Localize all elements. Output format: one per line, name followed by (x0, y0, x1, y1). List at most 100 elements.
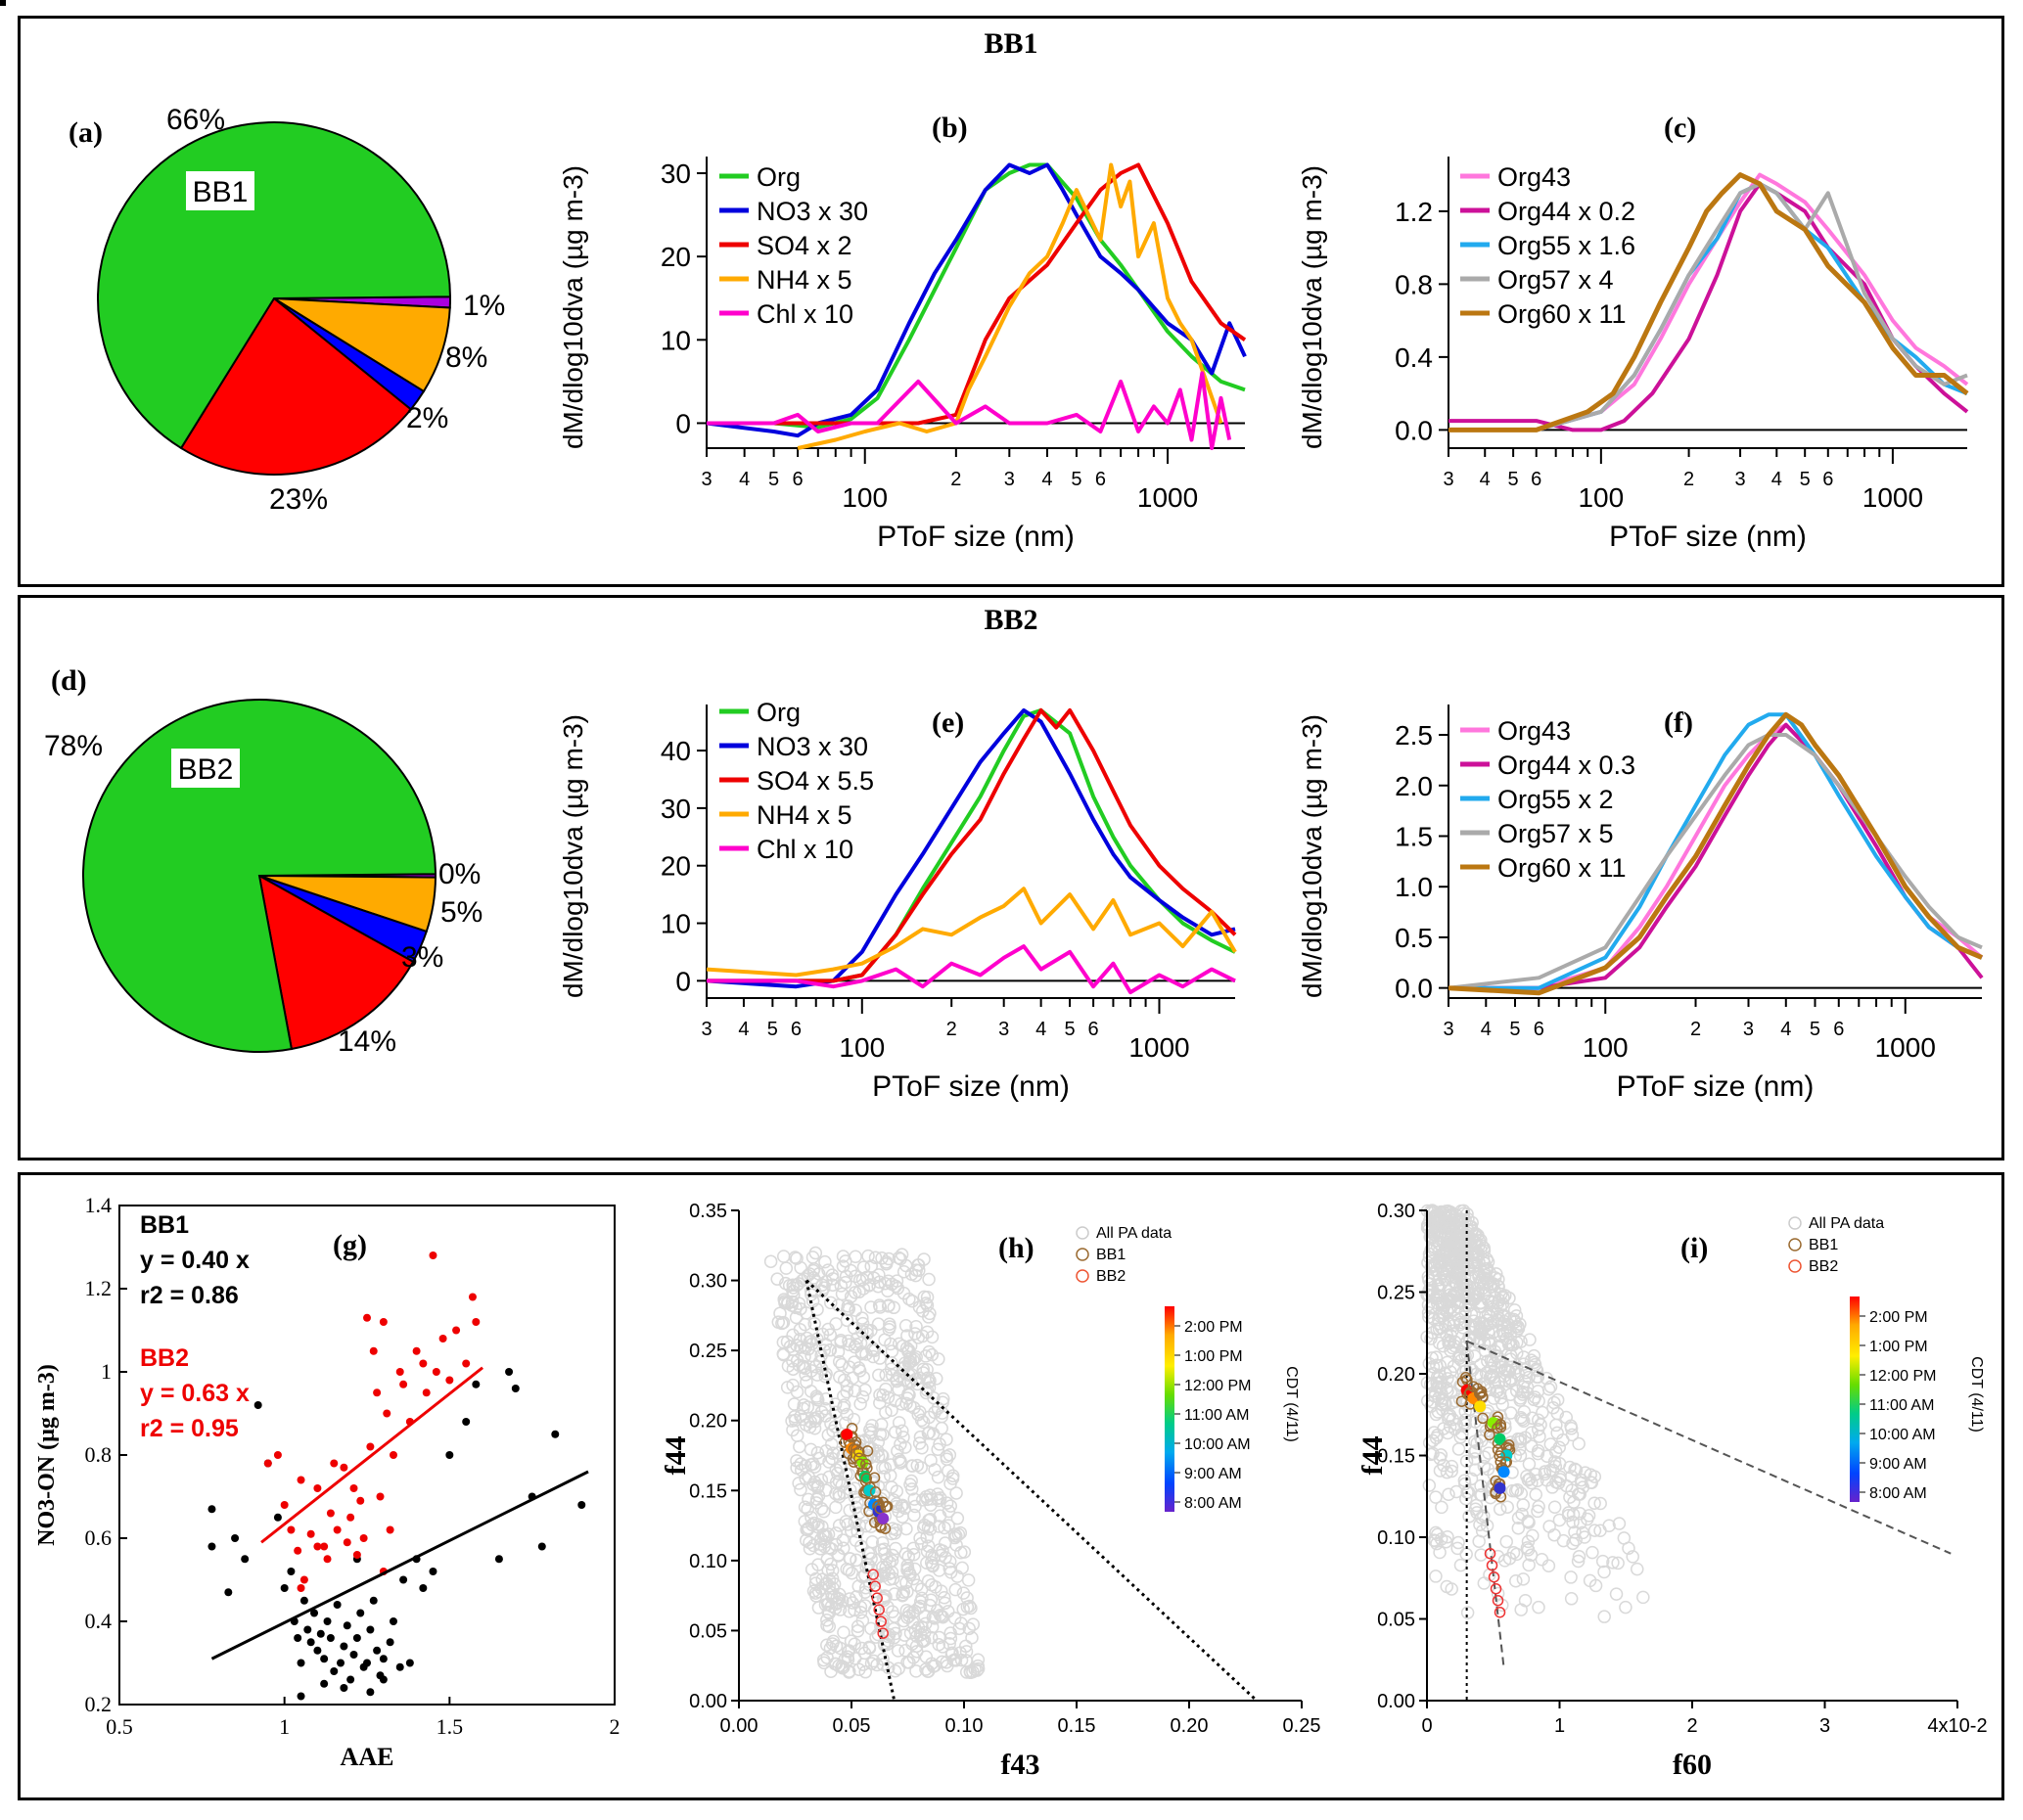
scatter-point (297, 1584, 305, 1592)
scatter-point (346, 1675, 355, 1684)
cloud-point (810, 1480, 825, 1495)
cloud-point (936, 1544, 949, 1558)
cloud-point (1527, 1348, 1541, 1363)
cloud-point (1597, 1610, 1611, 1623)
scatter-point (273, 1451, 282, 1459)
legend-marker (1788, 1238, 1802, 1251)
scatter-chart-g: 0.5 1 1.5 2 0.2 0.4 0.6 0.8 1 1.2 1.4 AAE NO3-ON (µg… (34, 1193, 621, 1771)
cloud-point (1566, 1507, 1581, 1522)
colorbar-tick-label: 2:00 PM (1184, 1319, 1243, 1336)
cloud-point (809, 1571, 823, 1586)
cloud-point (917, 1290, 932, 1304)
cloud-point (1422, 1251, 1437, 1264)
cloud-point (955, 1561, 969, 1575)
cloud-point (803, 1542, 817, 1556)
cloud-point (858, 1585, 872, 1599)
cloud-point (1474, 1479, 1488, 1493)
cloud-point (1468, 1227, 1483, 1241)
scatter-point (405, 1659, 414, 1667)
cloud-point (822, 1342, 837, 1357)
cloud-point (1428, 1218, 1443, 1233)
cloud-point (799, 1472, 812, 1485)
cloud-point (1456, 1253, 1470, 1268)
pie-percent-label: 1% (463, 290, 505, 322)
cloud-point (1433, 1260, 1448, 1274)
legend-label: Org60 x 11 (1497, 853, 1627, 883)
cloud-point (1430, 1322, 1444, 1337)
cloud-point (763, 1254, 778, 1268)
cloud-point (854, 1345, 869, 1359)
x-tick-label: 3 (998, 1019, 1009, 1040)
y-tick-label: 0.2 (85, 1692, 113, 1716)
scatter-point (363, 1313, 371, 1322)
cloud-point (1433, 1545, 1447, 1560)
cloud-point (877, 1542, 892, 1557)
cloud-point (1449, 1265, 1464, 1279)
cloud-point (850, 1553, 863, 1568)
cloud-point (1422, 1283, 1437, 1297)
cloud-point (935, 1655, 949, 1669)
x-tick-label: 6 (1534, 1019, 1544, 1040)
cloud-point (844, 1290, 858, 1303)
cloud-point (1496, 1308, 1510, 1322)
x-tick-label: 5 (1800, 469, 1811, 490)
scatter-point (224, 1588, 233, 1597)
panel-label-h: (h) (998, 1232, 1034, 1264)
x-tick-label: 4 (739, 469, 750, 490)
cloud-point (1487, 1370, 1501, 1385)
trajectory-point (1474, 1400, 1487, 1413)
x-tick-label: 6 (1833, 1019, 1844, 1040)
fit-line (260, 1366, 483, 1544)
cloud-point (781, 1359, 796, 1373)
y-axis-label: NO3-ON (µg m-3) (34, 1364, 60, 1546)
x-tick-label: 5 (767, 1019, 778, 1040)
cloud-point (808, 1246, 823, 1260)
x-tick-label: 2 (1690, 1019, 1701, 1040)
x-axis-label: AAE (341, 1743, 394, 1771)
cloud-point (840, 1379, 854, 1392)
cloud-point (882, 1298, 896, 1312)
cloud-point (904, 1482, 919, 1496)
cloud-point (844, 1263, 858, 1278)
bb2-point (1490, 1582, 1502, 1595)
pie-chart-d: (d) BB2 78% 14% 3% 5% 0% (44, 664, 483, 1058)
cloud-point (911, 1331, 925, 1344)
scatter-point (294, 1546, 302, 1555)
cloud-point (1622, 1541, 1635, 1555)
cloud-point (815, 1278, 830, 1292)
legend-label: Org43 (1497, 716, 1571, 746)
cloud-point (1470, 1290, 1485, 1303)
scatter-point (366, 1625, 375, 1634)
cloud-point (951, 1527, 966, 1541)
cloud-point (801, 1502, 814, 1517)
x-tick-label: 3 (1004, 469, 1015, 490)
cloud-point (831, 1344, 846, 1359)
series-line (707, 371, 1232, 450)
x-tick-label: 4 (1041, 469, 1052, 490)
scatter-point (379, 1318, 388, 1326)
cloud-point (837, 1485, 851, 1500)
bb1-point (880, 1501, 892, 1513)
cloud-point (879, 1405, 893, 1420)
cloud-point (1597, 1565, 1611, 1579)
scatter-point (366, 1688, 375, 1697)
scatter-point (326, 1509, 335, 1518)
cloud-point (1572, 1550, 1586, 1564)
cloud-point (1473, 1518, 1487, 1531)
cloud-point (829, 1317, 843, 1331)
bb1-point (1502, 1438, 1515, 1451)
cloud-point (1471, 1288, 1486, 1301)
cloud-point (1497, 1362, 1512, 1377)
pie-percent-label: 14% (338, 1025, 396, 1058)
legend-label: NO3 x 30 (757, 732, 868, 761)
cloud-point (914, 1413, 929, 1428)
cloud-point (864, 1426, 878, 1439)
cloud-point (1464, 1219, 1479, 1234)
cloud-point (921, 1310, 936, 1324)
y-axis-label: dM/dlog10dva (µg m-3) (558, 714, 588, 998)
cloud-point (1530, 1370, 1544, 1385)
scatter-point (313, 1646, 322, 1655)
section-bb1 (18, 16, 2004, 587)
colorbar-tick-label: 8:00 AM (1869, 1485, 1927, 1502)
scatter-point (313, 1542, 322, 1551)
